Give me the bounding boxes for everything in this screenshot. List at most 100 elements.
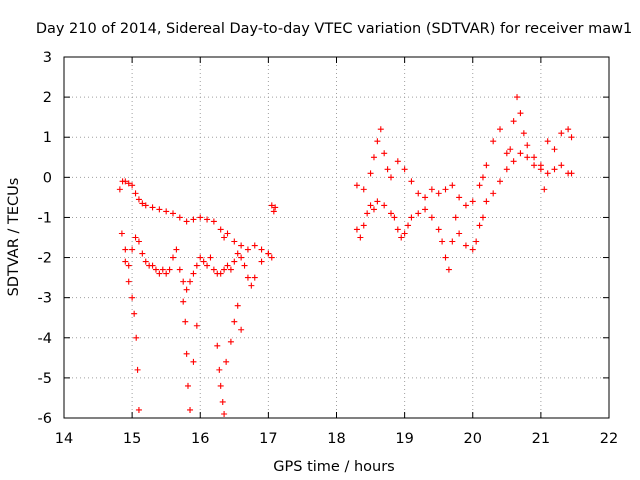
data-point — [180, 298, 187, 305]
data-point — [227, 338, 234, 345]
data-point — [139, 200, 146, 207]
data-point — [374, 198, 381, 205]
data-point — [238, 326, 245, 333]
data-point — [197, 214, 204, 221]
series-lower-track-session-1- — [118, 230, 275, 293]
x-axis-label: GPS time / hours — [273, 459, 394, 475]
data-point — [238, 242, 245, 249]
data-point — [170, 254, 176, 261]
data-point — [122, 258, 129, 265]
data-point — [452, 214, 459, 221]
data-point — [428, 214, 435, 221]
y-tick-label: -4 — [38, 331, 52, 347]
y-tick-label: -6 — [38, 411, 52, 427]
data-point — [370, 154, 377, 161]
data-point — [388, 210, 394, 217]
data-point — [227, 266, 234, 273]
data-point — [370, 206, 377, 213]
data-point — [163, 270, 170, 277]
data-point — [221, 410, 228, 417]
x-tick-label: 19 — [395, 431, 413, 447]
data-point — [156, 270, 163, 277]
data-point — [490, 190, 497, 197]
data-point — [132, 190, 139, 197]
data-point — [176, 214, 183, 221]
data-point — [193, 322, 200, 329]
data-point — [135, 238, 142, 245]
data-point — [405, 222, 412, 229]
y-tick-label: -3 — [38, 291, 52, 307]
chart-title: Day 210 of 2014, Sidereal Day-to-day VTE… — [36, 21, 632, 37]
data-point — [490, 138, 497, 145]
data-point — [517, 150, 524, 157]
data-point — [503, 150, 510, 157]
x-tick-label: 22 — [600, 431, 618, 447]
data-point — [173, 246, 180, 253]
data-point — [398, 234, 405, 241]
data-point — [258, 246, 265, 253]
data-point — [415, 210, 422, 217]
data-point — [132, 234, 139, 241]
data-point — [149, 204, 156, 211]
data-point — [449, 182, 456, 189]
data-point — [381, 150, 388, 157]
data-point — [517, 110, 524, 117]
data-point — [415, 190, 422, 197]
data-point — [135, 406, 142, 413]
series-isolated-points — [268, 202, 279, 215]
data-point — [469, 246, 476, 253]
data-point — [139, 250, 146, 257]
data-point — [122, 178, 129, 185]
data-point — [360, 186, 367, 193]
data-point — [234, 302, 241, 309]
x-tick-label: 16 — [191, 431, 209, 447]
y-tick-label: 3 — [43, 50, 52, 66]
data-point — [184, 382, 191, 389]
data-point — [476, 222, 483, 229]
grid — [64, 57, 609, 418]
data-point — [462, 202, 469, 209]
data-point — [142, 202, 149, 209]
data-point — [503, 166, 510, 173]
data-point — [272, 204, 279, 211]
data-point — [133, 334, 140, 341]
x-tick-label: 15 — [123, 431, 141, 447]
data-point — [142, 258, 149, 265]
data-point — [183, 286, 190, 293]
data-point — [183, 350, 190, 357]
data-point — [483, 198, 490, 205]
data-point — [187, 278, 194, 285]
data-point — [258, 258, 265, 265]
data-point — [367, 202, 374, 209]
data-point — [541, 186, 548, 193]
data-point — [558, 162, 565, 169]
data-point — [216, 366, 223, 373]
data-point — [568, 170, 575, 177]
data-point — [187, 406, 194, 413]
data-point — [445, 266, 452, 273]
data-point — [353, 182, 360, 189]
data-point — [270, 208, 277, 215]
data-point — [442, 254, 449, 261]
data-point — [223, 358, 230, 365]
data-point — [193, 262, 200, 269]
y-tick-label: -2 — [38, 251, 52, 267]
x-tick-label: 21 — [532, 431, 550, 447]
y-tick-label: 2 — [43, 90, 52, 106]
data-point — [166, 266, 173, 273]
data-point — [479, 174, 486, 181]
data-point — [129, 294, 136, 301]
data-point — [159, 266, 166, 273]
data-point — [210, 266, 217, 273]
data-point — [118, 230, 125, 237]
data-point — [374, 138, 381, 145]
data-point — [439, 238, 446, 245]
data-point — [152, 266, 159, 273]
data-point — [251, 242, 258, 249]
data-point — [353, 226, 360, 233]
data-point — [367, 170, 374, 177]
data-point — [204, 216, 211, 223]
data-point — [524, 154, 531, 161]
series-upper-track-session-2- — [353, 94, 575, 209]
